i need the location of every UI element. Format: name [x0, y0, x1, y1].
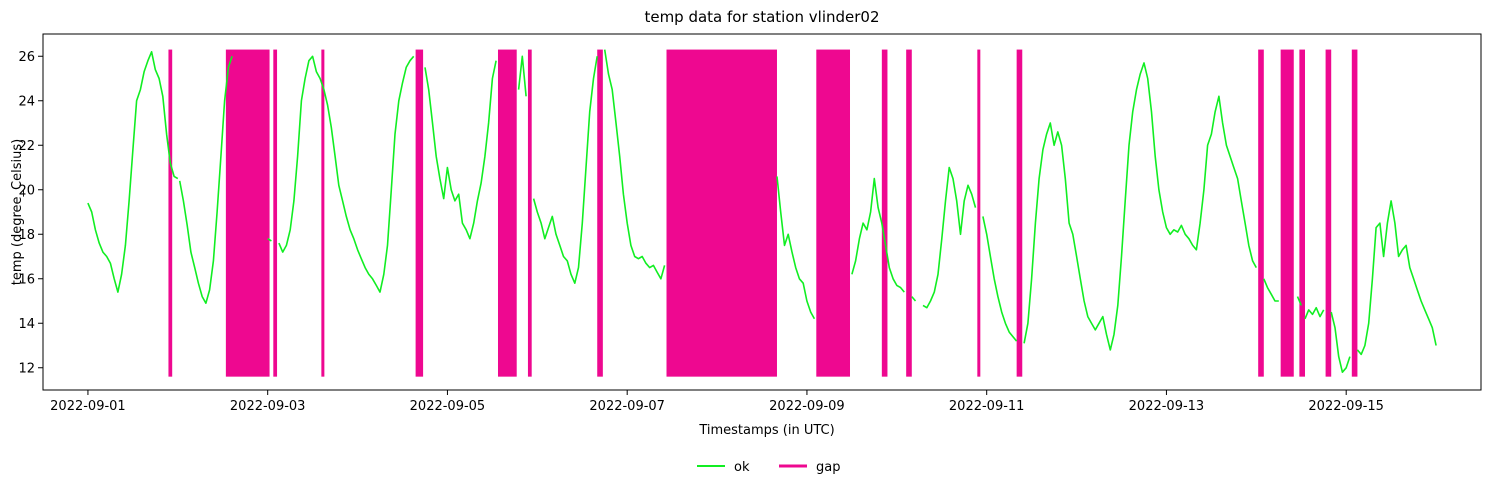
gap-bar-9 [816, 49, 851, 377]
ok-line-segment-6 [532, 56, 598, 284]
x-axis: 2022-09-01 2022-09-03 2022-09-05 2022-09-07… [50, 390, 1384, 414]
x-tick-label-6: 2022-09-13 [1129, 399, 1205, 414]
gap-bar-8 [666, 49, 777, 377]
y-tick-label-0: 12 [18, 361, 35, 376]
y-tick-label-7: 26 [18, 50, 35, 65]
ok-line-segment-17 [1330, 311, 1351, 373]
gap-bar-5 [497, 49, 517, 377]
y-tick-label-3: 18 [18, 228, 35, 243]
y-axis-label: temp (degree_Celsius) [10, 139, 25, 285]
y-tick-label-1: 14 [18, 317, 35, 332]
ok-line-segment-12 [982, 216, 1018, 342]
ok-line-segment-9 [851, 177, 905, 293]
legend-ok-label: ok [734, 460, 750, 475]
gap-bar-7 [597, 49, 603, 377]
ok-lines-group [87, 49, 1437, 373]
ok-line-segment-15 [1296, 296, 1303, 306]
x-tick-label-3: 2022-09-07 [589, 399, 665, 414]
y-tick-label-5: 22 [18, 139, 35, 154]
ok-line-segment-1 [178, 56, 233, 304]
gap-bar-16 [1299, 49, 1305, 377]
gap-bar-15 [1280, 49, 1294, 377]
ok-line-segment-8 [776, 176, 816, 320]
gap-bar-3 [321, 49, 325, 377]
gap-bar-12 [977, 49, 981, 377]
gap-bar-4 [415, 49, 424, 377]
x-tick-label-4: 2022-09-09 [769, 399, 845, 414]
x-tick-label-1: 2022-09-03 [230, 399, 306, 414]
ok-line-segment-14 [1263, 278, 1279, 302]
ok-line-segment-7 [603, 49, 666, 280]
ok-line-segment-3 [278, 55, 415, 293]
gap-bar-11 [906, 49, 912, 377]
ok-line-segment-2 [267, 238, 272, 242]
y-tick-label-2: 16 [18, 272, 35, 287]
ok-line-segment-5 [517, 55, 527, 97]
gap-bar-2 [273, 49, 278, 377]
gap-bar-1 [225, 49, 270, 377]
gap-bar-6 [527, 49, 532, 377]
chart-title: temp data for station vlinder02 [644, 8, 879, 26]
gap-bar-0 [168, 49, 173, 377]
ok-line-segment-13 [1023, 62, 1258, 351]
x-tick-label-0: 2022-09-01 [50, 399, 126, 414]
gap-bar-13 [1016, 49, 1023, 377]
gap-bar-18 [1351, 49, 1358, 377]
gap-bar-14 [1258, 49, 1264, 377]
plot-frame [42, 33, 1482, 391]
gap-bars-group [168, 49, 1358, 377]
x-axis-label: Timestamps (in UTC) [698, 423, 834, 438]
legend-gap-label: gap [816, 460, 840, 475]
ok-line-segment-0 [87, 51, 179, 293]
y-tick-label-4: 20 [18, 183, 35, 198]
gap-bar-10 [881, 49, 888, 377]
gap-bar-17 [1325, 49, 1332, 377]
ok-line-segment-10 [911, 296, 917, 302]
x-tick-label-7: 2022-09-15 [1308, 399, 1384, 414]
legend: ok gap [697, 460, 840, 475]
x-tick-label-5: 2022-09-11 [949, 399, 1025, 414]
x-tick-label-2: 2022-09-05 [410, 399, 486, 414]
y-axis: 12 14 16 18 20 22 24 26 [18, 50, 43, 376]
ok-line-segment-4 [424, 60, 497, 240]
ok-line-segment-11 [922, 166, 977, 309]
ok-line-segment-18 [1356, 200, 1437, 356]
y-tick-label-6: 24 [18, 94, 35, 109]
ok-line-segment-16 [1304, 306, 1325, 320]
